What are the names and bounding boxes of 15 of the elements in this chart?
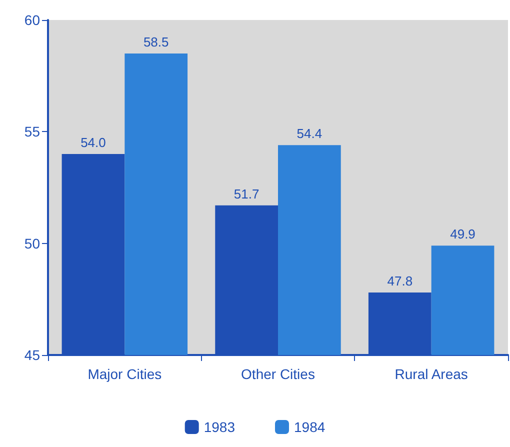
legend-label: 1983: [204, 419, 236, 435]
x-tick-label: Other Cities: [241, 366, 315, 382]
y-tick-label: 55: [24, 124, 40, 140]
text: 49.9: [450, 226, 476, 242]
y-tick-label: 45: [24, 347, 40, 363]
legend-label: 1984: [294, 419, 326, 435]
text: 58.5: [143, 34, 169, 50]
text: 47.8: [387, 273, 413, 288]
y-tick-label: 50: [24, 235, 40, 252]
text: 54.4: [296, 126, 322, 142]
text: 54.0: [80, 135, 106, 150]
y-tick-label: 60: [24, 12, 40, 28]
x-tick-label: Major Cities: [88, 366, 162, 382]
text: 51.7: [234, 186, 260, 202]
x-tick-label: Rural Areas: [394, 366, 468, 382]
